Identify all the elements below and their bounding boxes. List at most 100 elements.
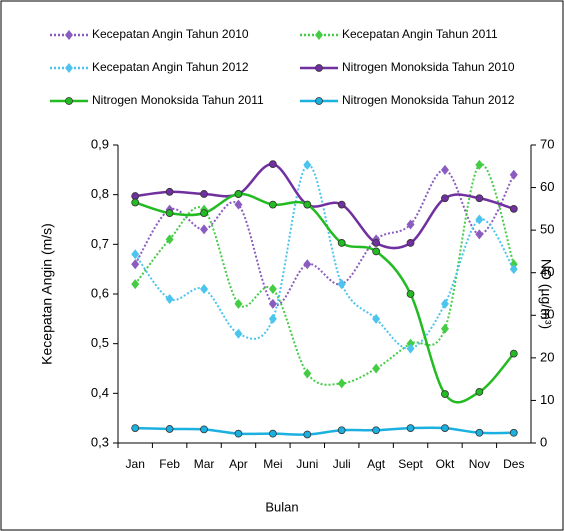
point (165, 293, 174, 304)
point (440, 298, 449, 309)
point (475, 194, 484, 203)
point (509, 349, 518, 358)
point (131, 424, 140, 433)
y2-tick-label: 10 (540, 392, 554, 407)
x-tick-label: Juli (333, 457, 351, 471)
point (234, 328, 243, 339)
point (509, 169, 518, 180)
legend-label: Nitrogen Monoksida Tahun 2011 (92, 93, 264, 107)
series-line (134, 168, 515, 307)
y-tick-label: 0,9 (91, 136, 109, 151)
x-tick-label: Agt (367, 457, 386, 471)
y-tick-label: 0,4 (91, 385, 109, 400)
point (372, 239, 381, 247)
point (337, 200, 346, 209)
point (303, 200, 312, 209)
point (337, 239, 346, 247)
point (509, 428, 518, 437)
point (200, 284, 209, 295)
point (440, 323, 449, 334)
point (441, 424, 449, 433)
point (372, 247, 381, 256)
x-tick-label: Feb (159, 457, 180, 471)
point (475, 428, 484, 437)
point (441, 390, 449, 398)
y2-tick-label: 30 (540, 307, 554, 322)
y2-tick-label: 0 (540, 434, 547, 449)
point (509, 204, 518, 213)
legend-marker (315, 97, 323, 105)
point (372, 363, 381, 374)
legend-label: Kecepatan Angin Tahun 2010 (92, 27, 249, 41)
point (440, 164, 449, 175)
x-tick-label: Des (503, 457, 524, 471)
point (200, 209, 208, 218)
point (441, 194, 449, 203)
point (475, 229, 484, 240)
x-tick-label: Juni (296, 457, 318, 471)
y2-tick-label: 20 (540, 349, 554, 364)
x-tick-label: Jan (126, 457, 145, 471)
y2-tick-label: 40 (540, 264, 554, 279)
point (303, 368, 312, 379)
point (200, 190, 208, 198)
point (131, 249, 140, 260)
legend-label: Nitrogen Monoksida Tahun 2010 (342, 60, 515, 74)
x-tick-label: Nov (469, 457, 490, 471)
point (165, 425, 174, 433)
point (406, 290, 415, 298)
point (337, 426, 346, 435)
x-tick-label: Okt (436, 457, 455, 471)
legend-label: Kecepatan Angin Tahun 2012 (92, 60, 249, 74)
legend-marker (65, 30, 73, 40)
point (165, 187, 174, 196)
point (475, 159, 484, 170)
y-tick-label: 0,3 (91, 434, 109, 449)
point (268, 284, 277, 295)
y-tick-label: 0,8 (91, 186, 109, 201)
legend-marker (65, 97, 73, 105)
point (372, 426, 381, 435)
point (406, 343, 415, 354)
point (234, 199, 243, 210)
point (406, 239, 415, 247)
x-axis-label: Bulan (265, 499, 298, 514)
legend-marker (315, 30, 323, 40)
point (303, 159, 312, 170)
y-tick-label: 0,6 (91, 285, 109, 300)
y2-tick-label: 70 (540, 136, 554, 151)
point (200, 224, 209, 235)
point (131, 198, 140, 207)
point (475, 388, 484, 396)
point (268, 298, 277, 309)
point (131, 279, 140, 290)
legend-marker (65, 63, 73, 73)
point (268, 200, 277, 209)
y-tick-label: 0,5 (91, 335, 109, 350)
point (475, 214, 484, 225)
point (165, 234, 174, 245)
point (406, 219, 415, 230)
x-tick-label: Apr (229, 457, 248, 471)
legend-marker (315, 64, 323, 72)
point (165, 209, 174, 218)
point (234, 298, 243, 309)
y2-tick-label: 60 (540, 179, 554, 194)
point (303, 259, 312, 270)
y2-axis-label: NO (µg/m³) (538, 259, 554, 329)
point (234, 429, 243, 438)
point (268, 313, 277, 324)
point (268, 429, 277, 438)
y-tick-label: 0,7 (91, 236, 109, 251)
point (303, 430, 312, 439)
y-axis-label: Kecepatan Angin (m/s) (39, 223, 55, 365)
y2-tick-label: 50 (540, 222, 554, 237)
point (234, 190, 243, 198)
point (268, 160, 277, 169)
point (337, 279, 346, 290)
point (372, 313, 381, 324)
legend-label: Nitrogen Monoksida Tahun 2012 (342, 93, 515, 107)
point (406, 424, 415, 433)
